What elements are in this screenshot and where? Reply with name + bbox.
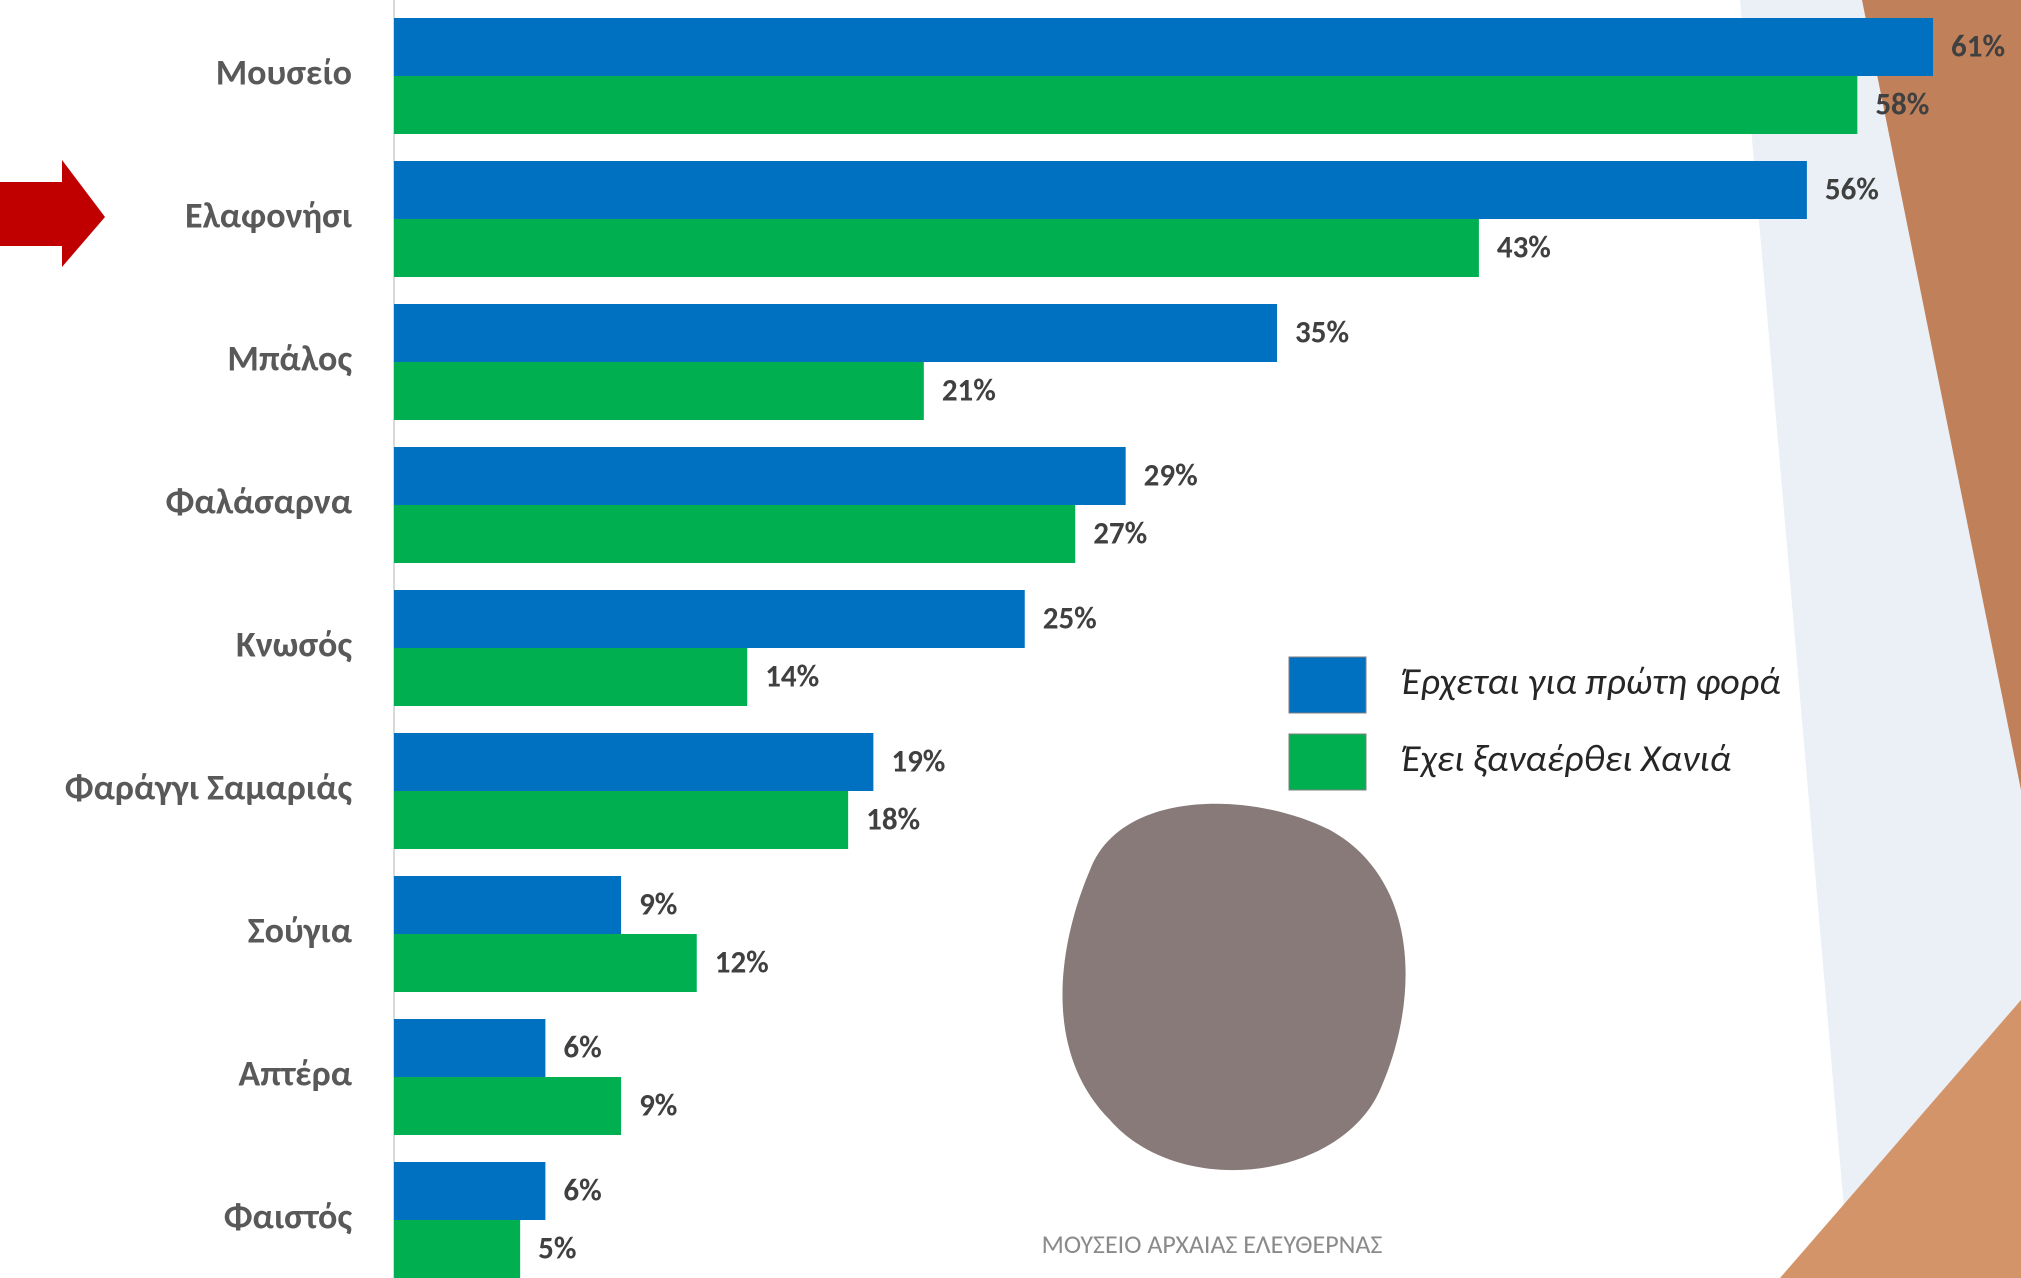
decor <box>1862 0 2021 790</box>
value-label: 18% <box>866 801 920 839</box>
value-label: 56% <box>1825 171 1879 209</box>
value-label: 5% <box>538 1230 576 1268</box>
bar <box>394 505 1076 563</box>
legend-label: Έχει ξαναέρθει Χανιά <box>1402 736 1731 782</box>
category-label: Φαιστός <box>224 1195 353 1239</box>
bar <box>394 590 1025 648</box>
value-label: 6% <box>563 1172 601 1210</box>
value-label: 43% <box>1497 229 1551 267</box>
category-label: Σούγια <box>248 909 353 953</box>
bar <box>394 876 622 934</box>
bar <box>394 934 697 992</box>
bar <box>394 161 1807 219</box>
bar <box>394 733 874 791</box>
category-label: Μουσείο <box>216 51 352 95</box>
legend-swatch <box>1288 733 1367 791</box>
category-label: Μπάλος <box>227 337 352 381</box>
legend-swatch <box>1288 656 1367 714</box>
bar <box>394 791 849 849</box>
decor <box>1780 1000 2021 1278</box>
category-label: Απτέρα <box>238 1052 352 1096</box>
bar <box>394 1220 521 1278</box>
value-label: 6% <box>563 1029 601 1067</box>
value-label: 29% <box>1144 457 1198 495</box>
bar <box>394 362 924 420</box>
bar <box>394 76 1858 134</box>
value-label: 19% <box>891 743 945 781</box>
legend-label: Έρχεται για πρώτη φορά <box>1402 659 1781 705</box>
bar <box>394 1019 546 1077</box>
value-label: 9% <box>639 886 677 924</box>
value-label: 61% <box>1951 28 2005 66</box>
bar <box>394 648 748 706</box>
bar <box>394 18 1934 76</box>
bar <box>394 219 1479 277</box>
arrow <box>0 160 105 267</box>
category-label: Ελαφονήσι <box>185 194 352 238</box>
bar <box>394 304 1278 362</box>
value-label: 35% <box>1295 314 1349 352</box>
category-label: Φαλάσαρνα <box>166 480 353 524</box>
bar <box>394 1162 546 1220</box>
value-label: 14% <box>765 658 819 696</box>
category-label: Κνωσός <box>236 623 352 667</box>
value-label: 9% <box>639 1087 677 1125</box>
logo <box>1062 803 1406 1171</box>
value-label: 25% <box>1043 600 1097 638</box>
logo-text: ΜΟΥΣΕΙΟ ΑΡΧΑΙΑΣ ΕΛΕΥΘΕΡΝΑΣ <box>1042 1228 1383 1260</box>
value-label: 21% <box>942 372 996 410</box>
value-label: 27% <box>1093 515 1147 553</box>
value-label: 58% <box>1875 86 1929 124</box>
category-label: Φαράγγι Σαμαριάς <box>65 766 353 810</box>
value-label: 12% <box>715 944 769 982</box>
bar <box>394 1077 622 1135</box>
bar <box>394 447 1126 505</box>
